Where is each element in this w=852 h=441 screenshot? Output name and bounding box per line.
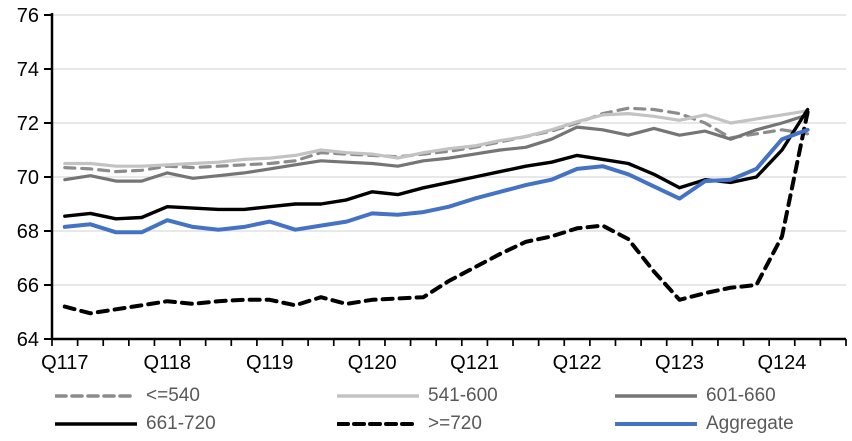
x-tick-label-Q117: Q117 xyxy=(41,352,88,374)
x-tick-label-Q120: Q120 xyxy=(348,352,397,374)
x-tick-label-Q124: Q124 xyxy=(757,352,806,374)
y-tick-label-68: 68 xyxy=(17,221,39,243)
series-line--540 xyxy=(63,106,810,174)
series-line-541-600 xyxy=(63,109,810,168)
series-line-601-660 xyxy=(63,113,810,183)
x-tick-label-Q118: Q118 xyxy=(144,352,191,374)
y-tick-label-70: 70 xyxy=(17,167,39,189)
series-line-661-720 xyxy=(63,107,810,221)
y-tick-label-66: 66 xyxy=(17,275,39,297)
y-tick-label-76: 76 xyxy=(17,5,39,27)
y-tick-label-74: 74 xyxy=(17,59,39,81)
x-tick-label-Q121: Q121 xyxy=(450,352,499,374)
x-tick-label-Q123: Q123 xyxy=(655,352,704,374)
series-line--720 xyxy=(62,110,810,316)
y-tick-label-72: 72 xyxy=(17,113,39,135)
y-tick-label-64: 64 xyxy=(17,329,39,351)
series-line-aggregate xyxy=(62,127,810,235)
x-tick-label-Q119: Q119 xyxy=(246,352,293,374)
x-tick-label-Q122: Q122 xyxy=(553,352,602,374)
